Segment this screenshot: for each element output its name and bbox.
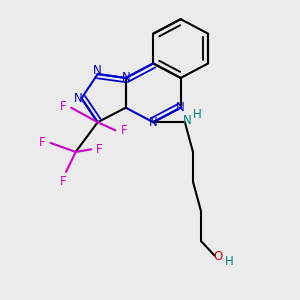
Text: N: N (176, 101, 185, 114)
Text: H: H (193, 108, 202, 121)
Text: F: F (59, 175, 66, 188)
Text: F: F (39, 136, 45, 149)
Text: F: F (121, 124, 127, 137)
Text: F: F (60, 100, 66, 112)
Text: O: O (213, 250, 223, 263)
Text: N: N (182, 114, 191, 128)
Text: H: H (225, 255, 234, 268)
Text: F: F (96, 143, 103, 156)
Text: N: N (122, 71, 130, 85)
Text: N: N (149, 116, 158, 129)
Text: N: N (93, 64, 102, 77)
Text: N: N (74, 92, 83, 105)
